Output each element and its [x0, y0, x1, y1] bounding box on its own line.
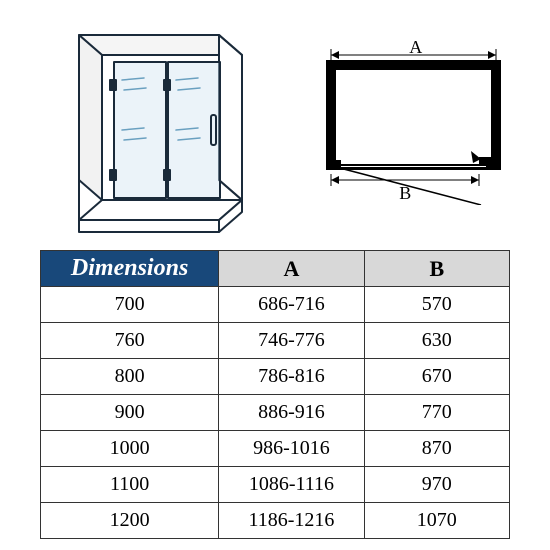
header-A: A	[219, 251, 364, 287]
table-cell-dim: 800	[41, 359, 219, 395]
header-B: B	[364, 251, 509, 287]
plan-view-svg	[321, 45, 506, 205]
table-cell-dim: 1200	[41, 503, 219, 539]
table-cell-A: 746-776	[219, 323, 364, 359]
dim-label-A: A	[409, 37, 422, 58]
table-row: 1000986-1016870	[41, 431, 510, 467]
diagrams-row: A B	[10, 10, 540, 250]
table-body: 700686-716570760746-776630800786-8166709…	[41, 287, 510, 539]
table-header-row: Dimensions A B	[41, 251, 510, 287]
table-cell-dim: 1000	[41, 431, 219, 467]
table-cell-dim: 1100	[41, 467, 219, 503]
table-cell-B: 970	[364, 467, 509, 503]
table-cell-B: 1070	[364, 503, 509, 539]
table-cell-A: 986-1016	[219, 431, 364, 467]
header-dimensions: Dimensions	[41, 251, 219, 287]
table-cell-B: 670	[364, 359, 509, 395]
page: A B Dimensions A B 700686-716570760746-7…	[10, 10, 540, 540]
table-cell-A: 786-816	[219, 359, 364, 395]
table-cell-dim: 760	[41, 323, 219, 359]
table-row: 800786-816670	[41, 359, 510, 395]
table-cell-dim: 900	[41, 395, 219, 431]
table-cell-dim: 700	[41, 287, 219, 323]
table-row: 760746-776630	[41, 323, 510, 359]
shower-3d-diagram	[44, 20, 254, 240]
dim-label-B: B	[399, 183, 411, 204]
dimensions-table-section: Dimensions A B 700686-716570760746-77663…	[10, 250, 540, 539]
table-row: 700686-716570	[41, 287, 510, 323]
table-cell-B: 870	[364, 431, 509, 467]
shower-3d-svg	[44, 20, 254, 240]
table-cell-A: 1186-1216	[219, 503, 364, 539]
table-cell-A: 686-716	[219, 287, 364, 323]
table-cell-A: 886-916	[219, 395, 364, 431]
table-row: 12001186-12161070	[41, 503, 510, 539]
table-row: 11001086-1116970	[41, 467, 510, 503]
table-cell-B: 570	[364, 287, 509, 323]
plan-view-diagram: A B	[321, 45, 506, 205]
dimensions-table: Dimensions A B 700686-716570760746-77663…	[40, 250, 510, 539]
table-cell-B: 630	[364, 323, 509, 359]
table-cell-B: 770	[364, 395, 509, 431]
table-row: 900886-916770	[41, 395, 510, 431]
table-cell-A: 1086-1116	[219, 467, 364, 503]
